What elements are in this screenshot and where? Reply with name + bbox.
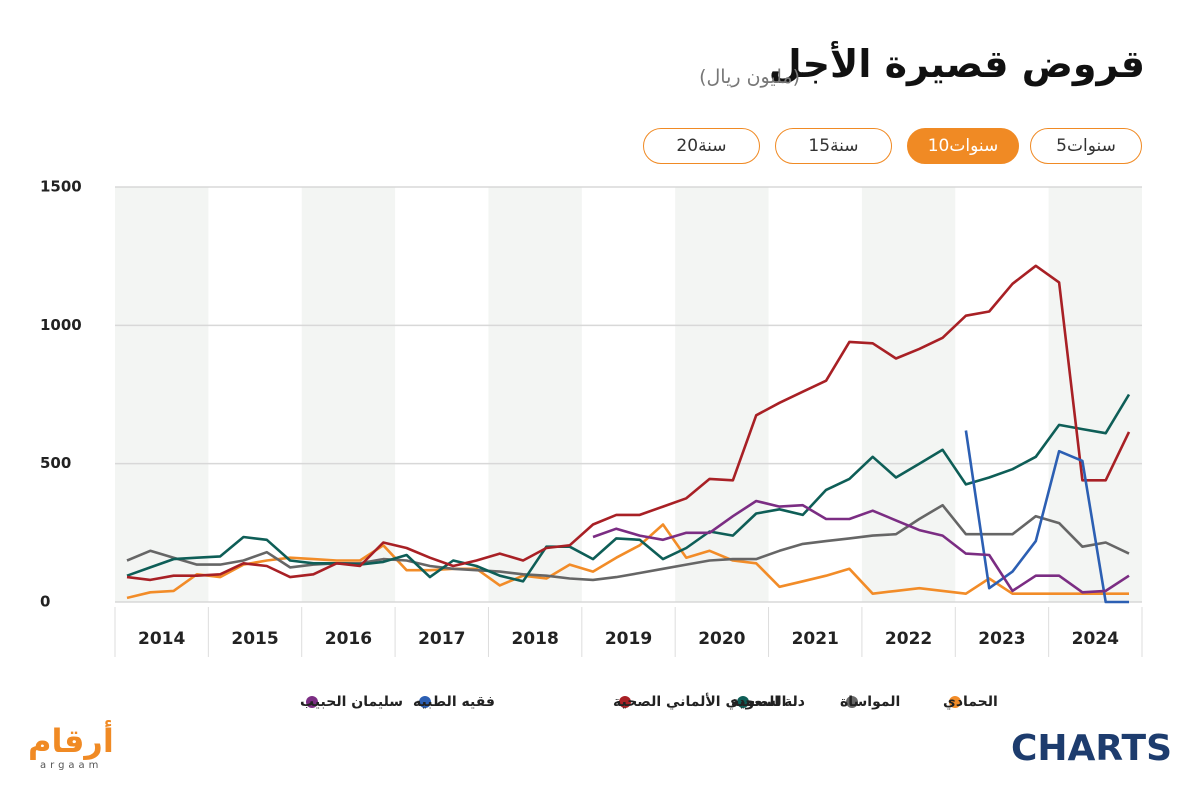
range-button[interactable]: 10سنوات <box>907 128 1019 164</box>
legend-label: فقيه الطبيه <box>413 694 495 710</box>
range-button[interactable]: 5سنوات <box>1030 128 1142 164</box>
legend-swatch <box>949 696 961 708</box>
legend-swatch <box>306 696 318 708</box>
x-tick-label: 2015 <box>231 629 278 649</box>
year-band <box>675 187 769 602</box>
year-band <box>115 187 209 602</box>
series-line <box>126 393 1131 583</box>
y-tick-label: 1000 <box>40 316 82 334</box>
x-tick-label: 2023 <box>978 629 1025 649</box>
legend-swatch <box>619 696 631 708</box>
legend-swatch <box>846 696 858 708</box>
legend-swatch <box>419 696 431 708</box>
range-button[interactable]: 20سنة <box>643 128 760 164</box>
legend-label: السعودي الألماني الصحية <box>613 693 786 711</box>
legend-swatch <box>737 696 749 708</box>
series-line <box>126 503 1130 582</box>
x-tick-label: 2021 <box>792 629 839 649</box>
series-line <box>126 264 1131 582</box>
logo-argaam: أرقام <box>28 722 114 760</box>
x-tick-label: 2017 <box>418 629 465 649</box>
y-tick-label: 0 <box>40 593 50 611</box>
legend-label: دلة الصحية <box>731 694 805 710</box>
x-tick-label: 2016 <box>325 629 372 649</box>
logo-argaam-sub: argaam <box>40 760 103 771</box>
year-band <box>488 187 582 602</box>
legend-label: سليمان الحبيب <box>300 694 403 710</box>
x-tick-label: 2014 <box>138 629 185 649</box>
x-tick-label: 2020 <box>698 629 745 649</box>
legend-label: المواساة <box>840 694 900 710</box>
year-band <box>301 187 396 602</box>
legend-label: الحمادي <box>943 694 998 711</box>
y-tick-label: 1500 <box>40 178 82 196</box>
title: قروض قصيرة الأجل <box>768 42 1145 86</box>
x-tick-label: 2022 <box>885 629 932 649</box>
x-tick-label: 2018 <box>511 629 558 649</box>
x-tick-label: 2024 <box>1072 629 1119 649</box>
series-line <box>126 523 1129 600</box>
logo-charts: CHARTS <box>1011 728 1172 769</box>
series-line <box>592 499 1130 594</box>
y-tick-label: 500 <box>40 454 71 472</box>
range-button[interactable]: 15سنة <box>775 128 892 164</box>
series-line <box>964 430 1129 604</box>
year-band <box>861 187 956 602</box>
subtitle: (مليون ريال) <box>699 66 800 88</box>
x-tick-label: 2019 <box>605 629 652 649</box>
